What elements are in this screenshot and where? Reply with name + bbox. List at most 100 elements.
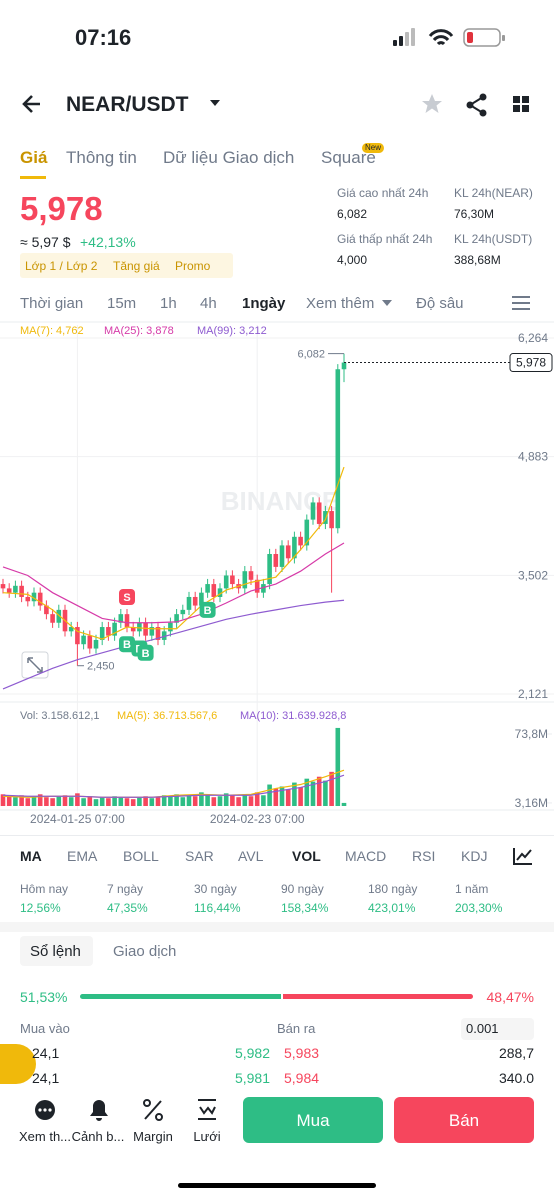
orderbook-tab[interactable]: Giao dịch bbox=[113, 943, 177, 960]
indicator-tab[interactable]: BOLL bbox=[123, 848, 159, 864]
ma-legend: MA(25): 3,878 bbox=[104, 325, 174, 337]
candle-body bbox=[273, 554, 279, 567]
candle-body bbox=[31, 592, 37, 602]
buy-button[interactable] bbox=[243, 1097, 383, 1143]
interval-option[interactable]: Xem thêm bbox=[306, 295, 375, 312]
candle-body bbox=[143, 622, 148, 636]
price-tag[interactable]: Promo bbox=[175, 259, 211, 273]
step-value: 0.001 bbox=[466, 1021, 499, 1036]
tab[interactable]: Dữ liệu Giao dịch bbox=[163, 148, 295, 167]
orderbook-tab[interactable]: Sổ lệnh bbox=[30, 943, 81, 960]
tab[interactable]: Thông tin bbox=[66, 148, 137, 167]
indicator-tab[interactable]: KDJ bbox=[461, 848, 488, 864]
volume-bar bbox=[149, 798, 155, 806]
candle-body bbox=[186, 596, 192, 610]
volume-bar bbox=[50, 798, 55, 806]
last-price: 5,978 bbox=[20, 190, 103, 227]
volume-bar bbox=[81, 798, 86, 806]
layout-button[interactable] bbox=[513, 96, 529, 112]
volume-tick-label: 3,16M bbox=[515, 796, 548, 810]
floating-button[interactable] bbox=[0, 1044, 36, 1084]
stat-value: 6,082 bbox=[337, 207, 368, 221]
pair-dropdown[interactable] bbox=[210, 100, 220, 106]
volume-bar bbox=[118, 797, 124, 806]
candle-body bbox=[199, 592, 204, 606]
x-tick-label: 2024-02-23 07:00 bbox=[210, 812, 305, 826]
sell-button[interactable] bbox=[394, 1097, 534, 1143]
back-button[interactable] bbox=[22, 95, 40, 113]
interval-option[interactable]: 1ngày bbox=[242, 295, 286, 312]
y-tick-label: 6,264 bbox=[518, 331, 548, 345]
interval-option[interactable]: 15m bbox=[107, 295, 137, 312]
volume-bar bbox=[87, 796, 93, 806]
ma-legend: MA(99): 3,212 bbox=[197, 325, 267, 337]
ask-price: 5,984 bbox=[284, 1070, 320, 1086]
volume-bar bbox=[329, 771, 334, 806]
price-tag[interactable]: Lớp 1 / Lớp 2 bbox=[25, 259, 98, 273]
bottom-nav-item[interactable]: Margin bbox=[133, 1129, 173, 1144]
performance-value: 12,56% bbox=[20, 901, 61, 915]
ask-amount: 288,7 bbox=[498, 1045, 534, 1061]
candle-body bbox=[37, 592, 43, 606]
volume-bar bbox=[44, 797, 49, 806]
candle-body bbox=[112, 622, 117, 636]
price-chart: 2,121 3,502 4,883 6,264 2024-01-25 07:00 2024… bbox=[0, 321, 554, 826]
volume-bar bbox=[254, 792, 260, 806]
tab[interactable]: Giá bbox=[20, 148, 48, 167]
stat-value: 388,68M bbox=[454, 253, 501, 267]
volume-bar bbox=[335, 727, 341, 806]
volume-bar bbox=[230, 795, 235, 806]
step-select[interactable] bbox=[461, 1018, 534, 1040]
price-approx: ≈ 5,97 $ bbox=[20, 234, 71, 250]
volume-bar bbox=[155, 797, 161, 806]
volume-bar bbox=[316, 776, 322, 806]
candle-body bbox=[298, 536, 303, 546]
volume-bar bbox=[124, 798, 130, 806]
indicator-tab[interactable]: MA bbox=[20, 848, 42, 864]
indicator-tab[interactable]: AVL bbox=[238, 848, 264, 864]
sell-button-label: Bán bbox=[448, 1111, 480, 1130]
ma-line bbox=[2, 542, 345, 624]
favorite-button[interactable] bbox=[422, 94, 442, 113]
indicator-tab[interactable]: EMA bbox=[67, 848, 98, 864]
volume-bar bbox=[223, 793, 229, 806]
indicator-tab[interactable]: SAR bbox=[185, 848, 214, 864]
bottom-nav-item[interactable]: Cảnh b... bbox=[71, 1129, 125, 1144]
tab[interactable]: Square bbox=[321, 148, 376, 167]
candle-body bbox=[180, 609, 186, 615]
pair-title[interactable]: NEAR/USDT bbox=[66, 93, 189, 116]
candle-body bbox=[137, 622, 142, 632]
indicator-tab[interactable]: RSI bbox=[412, 848, 436, 864]
volume-bar bbox=[248, 796, 254, 806]
candle-body bbox=[248, 571, 254, 580]
volume-bar bbox=[341, 802, 347, 806]
candle-body bbox=[323, 511, 328, 524]
indicator-settings[interactable] bbox=[510, 845, 534, 867]
indicator-tab[interactable]: MACD bbox=[345, 848, 387, 864]
candle-body bbox=[242, 571, 248, 589]
header-icons bbox=[22, 93, 529, 117]
candle-body bbox=[329, 511, 334, 529]
interval-option[interactable]: Độ sâu bbox=[416, 295, 464, 312]
interval-option[interactable]: Thời gian bbox=[20, 295, 84, 312]
bid-price: 5,981 bbox=[234, 1070, 270, 1086]
indicator-tab[interactable]: VOL bbox=[292, 848, 321, 864]
volume-bar bbox=[180, 797, 186, 806]
candle-body bbox=[25, 596, 31, 602]
volume-bar bbox=[6, 796, 12, 806]
volume-bar bbox=[186, 795, 192, 806]
bottom-nav-item[interactable]: Xem th... bbox=[18, 1129, 72, 1144]
trade-marker-label: B bbox=[142, 648, 150, 660]
interval-option[interactable]: 4h bbox=[200, 295, 217, 312]
price-tag[interactable]: Tăng giá bbox=[113, 259, 160, 273]
interval-option[interactable]: 1h bbox=[160, 295, 177, 312]
candle-body bbox=[130, 627, 136, 632]
trade-marker bbox=[199, 601, 216, 618]
ma-line bbox=[2, 599, 345, 690]
volume-ma-legend: MA(10): 31.639.928,8 bbox=[240, 710, 347, 722]
sell-ratio-bar bbox=[282, 994, 473, 999]
share-button[interactable] bbox=[466, 93, 487, 117]
bottom-nav-item[interactable]: Lưới bbox=[193, 1129, 221, 1144]
ask-price: 5,983 bbox=[284, 1045, 320, 1061]
volume-bar bbox=[174, 794, 179, 806]
